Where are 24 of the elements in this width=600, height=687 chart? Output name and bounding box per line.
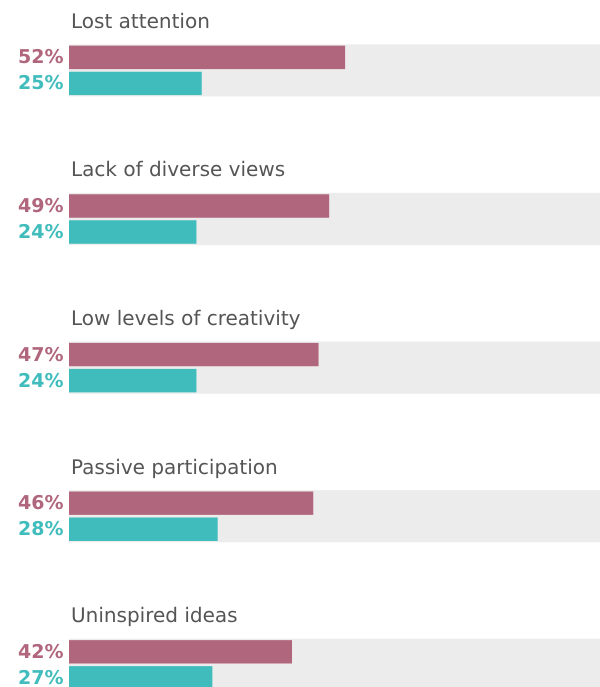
- y-tick-label: Lack of diverse views: [71, 157, 286, 181]
- bar: [69, 491, 314, 515]
- bar: [69, 342, 319, 366]
- data-label: 52%: [18, 46, 64, 68]
- data-label: 46%: [18, 492, 64, 514]
- y-tick-label: Low levels of creativity: [71, 306, 301, 330]
- y-tick-label: Uninspired ideas: [71, 603, 238, 627]
- bar: [69, 194, 330, 218]
- bar: [69, 640, 292, 664]
- data-label: 28%: [18, 518, 64, 540]
- data-label: 47%: [18, 344, 64, 366]
- y-tick-label: Passive participation: [71, 455, 278, 479]
- data-label: 24%: [18, 221, 64, 243]
- bar: [69, 46, 346, 70]
- y-tick-label: Lost attention: [71, 9, 210, 33]
- bar: [69, 368, 196, 392]
- bar: [69, 220, 196, 244]
- data-label: 42%: [18, 641, 64, 663]
- data-label: 49%: [18, 195, 64, 217]
- bar: [69, 72, 202, 96]
- data-label: 24%: [18, 370, 64, 392]
- bar: [69, 518, 218, 541]
- data-label: 25%: [18, 72, 64, 94]
- data-label: 27%: [18, 667, 64, 687]
